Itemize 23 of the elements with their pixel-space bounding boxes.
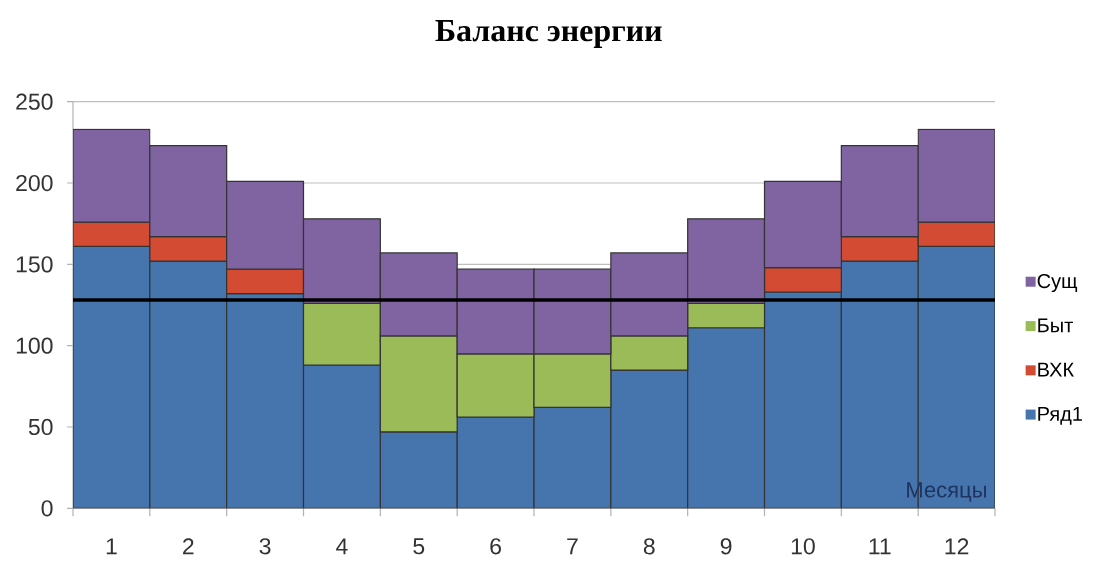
x-tick-label: 12 (945, 538, 969, 555)
y-tick-label: 250 (16, 93, 53, 110)
x-tick-label: 7 (567, 538, 578, 555)
x-tick-label: 5 (413, 538, 425, 555)
x-tick-label: 4 (336, 538, 348, 555)
x-tick-label: 1 (106, 538, 117, 555)
x-tick-label: 8 (643, 538, 655, 555)
y-tick-label: 150 (16, 256, 53, 273)
y-tick-label: 50 (28, 418, 53, 436)
x-tick-label: 10 (791, 538, 815, 555)
x-tick-label: 3 (259, 538, 271, 555)
y-tick-label: 0 (41, 500, 53, 517)
x-tick-label: 2 (183, 538, 194, 555)
y-tick-label: 200 (16, 174, 53, 192)
legend-label: Ряд1 (1038, 406, 1082, 425)
x-tick-label: 6 (490, 538, 501, 555)
legend-label: ВХК (1038, 362, 1074, 377)
x-tick-label: 11 (869, 538, 891, 555)
x-tick-label: 9 (720, 538, 732, 555)
chart-title: Баланс энергии (435, 20, 662, 48)
y-tick-label: 100 (16, 337, 53, 354)
legend-label: Сущ (1037, 273, 1078, 293)
legend-label: Быт (1038, 318, 1073, 333)
